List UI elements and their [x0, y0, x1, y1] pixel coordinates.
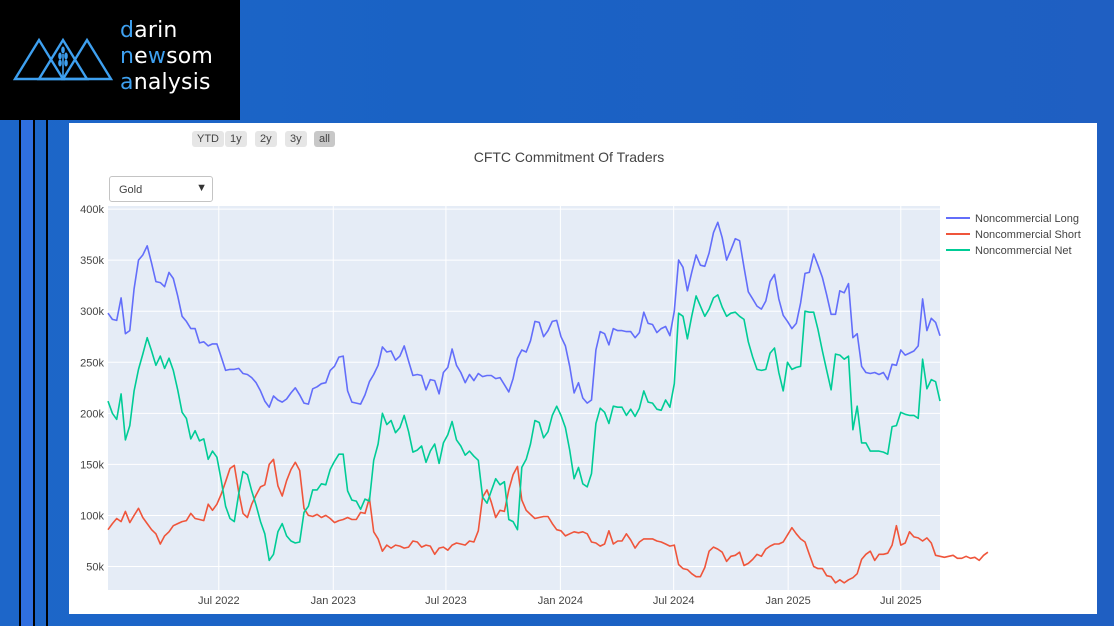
legend-label-net: Noncommercial Net	[975, 245, 1072, 257]
plot-area	[108, 206, 940, 590]
y-tick-label: 100k	[80, 510, 104, 522]
legend-label-long: Noncommercial Long	[975, 213, 1079, 225]
x-tick-label: Jan 2025	[766, 595, 811, 607]
y-tick-label: 350k	[80, 255, 104, 267]
range-button-2y[interactable]: 2y	[255, 131, 277, 147]
triangle-logo-icon	[12, 37, 114, 81]
range-button-3y[interactable]: 3y	[285, 131, 307, 147]
commodity-select[interactable]: Gold ▼	[109, 176, 213, 202]
chevron-down-icon: ▼	[196, 182, 207, 194]
brand-name: darin newsom analysis	[120, 18, 214, 95]
cot-line-chart: 50k 100k 150k 200k 250k 300k 350k 400k Jul 2022 J…	[80, 204, 1081, 607]
decor-stripe	[21, 120, 33, 626]
y-tick-label: 300k	[80, 306, 104, 318]
range-button-1y[interactable]: 1y	[225, 131, 247, 147]
y-tick-label: 200k	[80, 408, 104, 420]
chart-card: YTD 1y 2y 3y all CFTC Commitment Of Trad…	[69, 123, 1097, 614]
decor-line	[19, 120, 21, 626]
legend-label-short: Noncommercial Short	[975, 229, 1081, 241]
series-line-net	[107, 294, 941, 562]
x-tick-label: Jul 2023	[425, 595, 467, 607]
decor-line	[33, 120, 35, 626]
brand-logo: darin newsom analysis	[0, 0, 240, 120]
y-tick-label: 250k	[80, 357, 104, 369]
chart-title: CFTC Commitment Of Traders	[473, 149, 665, 165]
series-line-short	[107, 458, 989, 584]
decor-line	[46, 120, 48, 626]
y-tick-label: 50k	[86, 562, 104, 574]
commodity-select-value: Gold	[119, 184, 143, 196]
y-tick-label: 400k	[80, 204, 104, 216]
range-button-all[interactable]: all	[314, 131, 336, 147]
range-button-ytd[interactable]: YTD	[192, 131, 224, 147]
x-tick-label: Jul 2025	[880, 595, 922, 607]
y-tick-label: 150k	[80, 459, 104, 471]
x-tick-label: Jul 2024	[653, 595, 695, 607]
x-tick-label: Jan 2023	[311, 595, 356, 607]
x-tick-label: Jul 2022	[198, 595, 240, 607]
series-line-long	[107, 221, 941, 409]
x-tick-label: Jan 2024	[538, 595, 583, 607]
